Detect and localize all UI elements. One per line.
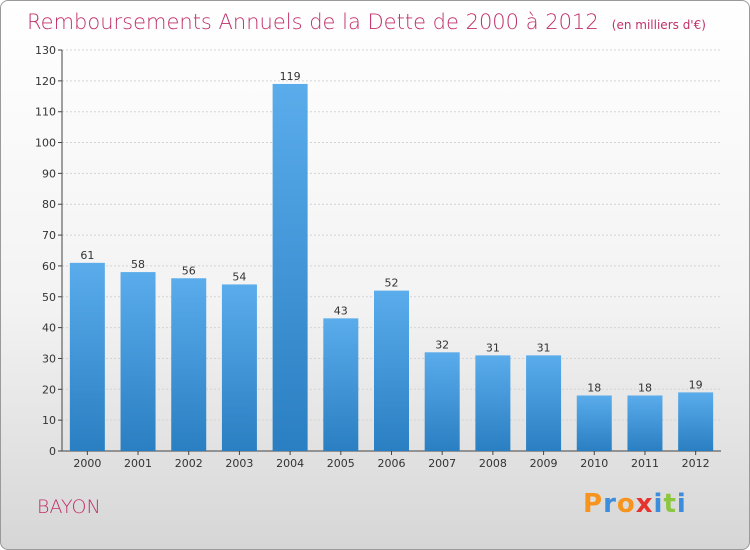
y-tick-label: 120 [35,75,56,88]
chart-subtitle: (en milliers d'€) [611,18,706,32]
y-tick-label: 50 [42,291,56,304]
y-tick-label: 100 [35,137,56,150]
data-label: 43 [334,304,348,317]
logo-letter: x [635,489,654,519]
logo-letter: i [653,489,664,519]
data-label: 54 [232,270,246,283]
data-label: 18 [587,381,601,394]
x-tick-label: 2011 [631,457,659,470]
bar-2008[interactable] [475,355,511,451]
bar-2004[interactable] [272,83,308,451]
bar-2005[interactable] [323,318,359,451]
y-tick-label: 130 [35,44,56,57]
x-tick-label: 2000 [73,457,101,470]
logo-letter: o [616,489,636,519]
y-tick-label: 0 [49,445,56,458]
data-label: 18 [638,381,652,394]
logo-letter: t [663,489,677,519]
x-tick-label: 2002 [175,457,203,470]
y-tick-label: 30 [42,352,56,365]
x-tick-label: 2009 [530,457,558,470]
bar-2012[interactable] [678,392,714,451]
bar-2003[interactable] [221,284,257,451]
y-tick-label: 60 [42,260,56,273]
data-label: 56 [182,264,196,277]
y-tick-label: 80 [42,198,56,211]
x-tick-label: 2007 [428,457,456,470]
data-label: 32 [435,338,449,351]
x-tick-label: 2005 [327,457,355,470]
y-tick-label: 90 [42,167,56,180]
x-tick-label: 2004 [276,457,304,470]
x-tick-label: 2008 [479,457,507,470]
bar-2011[interactable] [627,395,663,451]
data-label: 19 [689,378,703,391]
y-tick-label: 40 [42,322,56,335]
chart-title: Remboursements Annuels de la Dette de 20… [27,10,599,34]
data-label: 31 [486,341,500,354]
data-label: 58 [131,258,145,271]
bar-2002[interactable] [171,278,207,451]
x-tick-label: 2001 [124,457,152,470]
data-label: 52 [385,277,399,290]
bar-layer [69,83,714,451]
y-tick-label: 10 [42,414,56,427]
bar-2001[interactable] [120,272,156,451]
x-tick-label: 2010 [580,457,608,470]
y-tick-label: 70 [42,229,56,242]
data-label: 61 [80,249,94,262]
y-tick-label: 20 [42,383,56,396]
bar-2006[interactable] [374,290,409,451]
bar-2009[interactable] [526,355,562,451]
x-tick-label: 2003 [225,457,253,470]
logo-letter: i [676,489,687,519]
label-layer: 61 2000 58 2001 56 2002 54 2003 119 2004 43 2005 52 2… [73,70,709,470]
bar-2000[interactable] [69,262,105,451]
bar-2007[interactable] [424,352,460,451]
data-label: 119 [280,70,301,83]
logo-letter: P [583,489,604,519]
city-name: BAYON [37,496,101,518]
proxiti-logo[interactable]: Proxiti [583,489,687,519]
bar-2010[interactable] [576,395,612,451]
x-tick-label: 2006 [378,457,406,470]
y-tick-label: 110 [35,106,56,119]
data-label: 31 [537,341,551,354]
logo-letter: r [603,489,617,519]
x-tick-label: 2012 [682,457,710,470]
title-row: Remboursements Annuels de la Dette de 20… [27,10,706,34]
